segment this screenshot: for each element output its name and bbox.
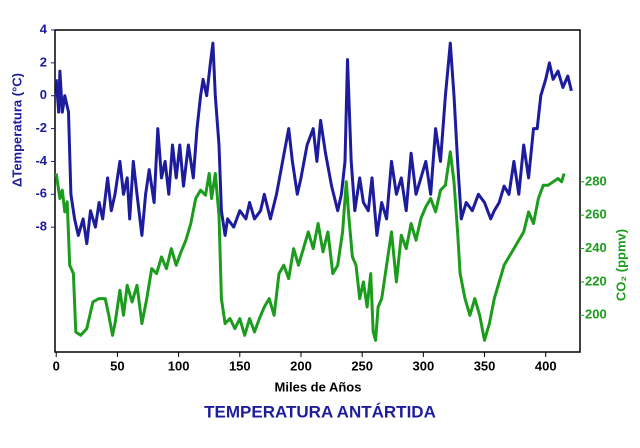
y2-tick-label: 220 — [585, 273, 607, 288]
plot-frame — [54, 29, 581, 353]
y-tick-label: -6 — [35, 186, 47, 201]
x-tick-label: 150 — [229, 358, 251, 373]
x-tick-label: 50 — [110, 358, 124, 373]
y2-axis-label: CO₂ (ppmv) — [613, 229, 628, 301]
y-tick-label: -2 — [35, 120, 47, 135]
data-line — [54, 41, 573, 246]
y2-tick-label: 260 — [585, 207, 607, 222]
x-axis-label: Miles de Años — [275, 379, 362, 394]
y2-tick-label: 240 — [585, 240, 607, 255]
y-tick-label: 2 — [40, 54, 47, 69]
y2-tick-label: 280 — [585, 173, 607, 188]
x-tick-label: 200 — [290, 358, 312, 373]
y-tick-label: -8 — [35, 219, 47, 234]
x-tick-label: 350 — [474, 358, 496, 373]
x-tick-label: 250 — [351, 358, 373, 373]
y-tick-label: 0 — [40, 87, 47, 102]
chart-title: TEMPERATURA ANTÁRTIDA — [204, 402, 436, 421]
x-tick-label: 0 — [53, 358, 60, 373]
y2-tick-label: 200 — [585, 307, 607, 322]
data-line — [54, 150, 566, 342]
y-tick-label: -4 — [35, 153, 47, 168]
y-tick-label: 4 — [40, 21, 48, 36]
x-tick-label: 300 — [413, 358, 435, 373]
x-tick-label: 400 — [535, 358, 557, 373]
y-axis-label: ΔTemperatura (°C) — [9, 73, 24, 187]
x-tick-label: 100 — [168, 358, 190, 373]
